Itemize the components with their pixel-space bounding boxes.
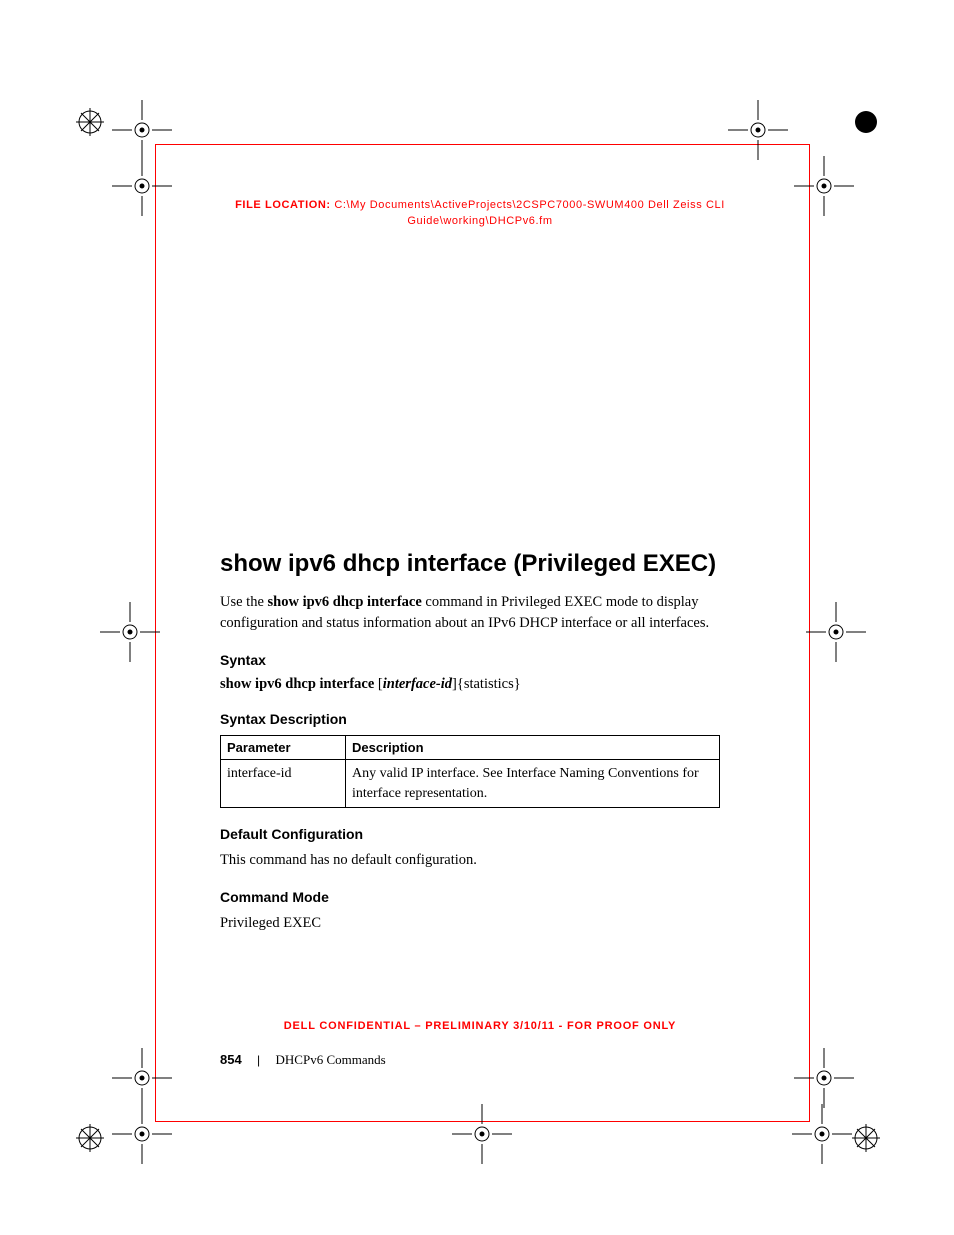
file-location-path: C:\My Documents\ActiveProjects\2CSPC7000…: [334, 199, 725, 227]
command-mode-text: Privileged EXEC: [220, 913, 740, 934]
intro-prefix: Use the: [220, 594, 268, 610]
reg-ring-icon: [76, 1124, 104, 1152]
table-cell-parameter: interface-id: [221, 759, 346, 807]
syntax-description-table: Parameter Description interface-id Any v…: [220, 735, 720, 808]
reg-ring-icon: [852, 108, 880, 136]
page-footer: 854 | DHCPv6 Commands: [220, 1052, 386, 1068]
syntax-param: interface-id: [383, 676, 452, 692]
intro-paragraph: Use the show ipv6 dhcp interface command…: [220, 592, 740, 634]
syntax-heading: Syntax: [220, 652, 740, 668]
crop-mark-icon: [806, 602, 866, 662]
table-row: interface-id Any valid IP interface. See…: [221, 759, 720, 807]
footer-section: DHCPv6 Commands: [276, 1052, 386, 1067]
syntax-cmd: show ipv6 dhcp interface: [220, 676, 374, 692]
reg-ring-icon: [852, 1124, 880, 1152]
syntax-bracket-open: [: [374, 676, 382, 692]
command-mode-heading: Command Mode: [220, 889, 740, 905]
crop-mark-icon: [100, 602, 160, 662]
page-content: FILE LOCATION: C:\My Documents\ActivePro…: [220, 198, 740, 950]
reg-ring-icon: [76, 108, 104, 136]
page-number: 854: [220, 1052, 242, 1067]
intro-command: show ipv6 dhcp interface: [268, 594, 422, 610]
confidential-footer: DELL CONFIDENTIAL – PRELIMINARY 3/10/11 …: [220, 1020, 740, 1032]
syntax-opt: {statistics}: [457, 676, 521, 692]
table-cell-description: Any valid IP interface. See Interface Na…: [346, 759, 720, 807]
default-config-heading: Default Configuration: [220, 826, 740, 842]
syntax-description-heading: Syntax Description: [220, 711, 740, 727]
table-header-description: Description: [346, 735, 720, 759]
syntax-line: show ipv6 dhcp interface [interface-id]{…: [220, 676, 740, 693]
page-title: show ipv6 dhcp interface (Privileged EXE…: [220, 550, 740, 578]
footer-separator: |: [257, 1053, 260, 1067]
table-header-parameter: Parameter: [221, 735, 346, 759]
file-location-label: FILE LOCATION:: [235, 199, 331, 211]
file-location: FILE LOCATION: C:\My Documents\ActivePro…: [220, 198, 740, 230]
default-config-text: This command has no default configuratio…: [220, 850, 740, 871]
table-header-row: Parameter Description: [221, 735, 720, 759]
